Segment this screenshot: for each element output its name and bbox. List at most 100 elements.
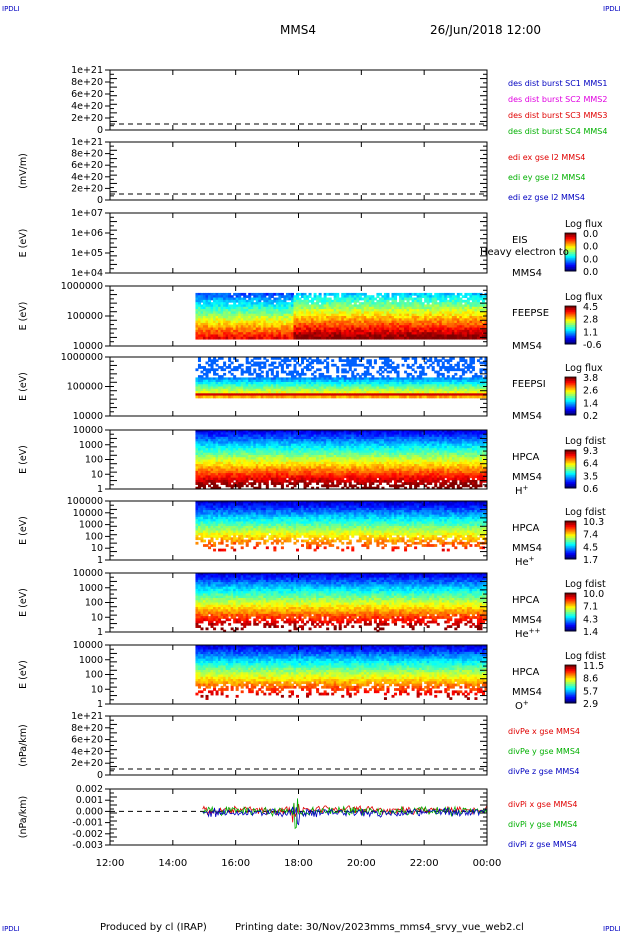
spectrogram-cell <box>346 329 350 333</box>
spectrogram-cell <box>263 386 267 390</box>
spectrogram-cell <box>218 375 222 378</box>
spectrogram-cell <box>202 299 207 303</box>
spectrogram-cell <box>213 332 217 335</box>
spectrogram-cell <box>275 443 279 447</box>
spectrogram-cell <box>394 332 398 335</box>
spectrogram-cell <box>208 334 212 338</box>
spectrogram-cell <box>363 306 367 310</box>
spectrogram-cell <box>434 393 438 397</box>
spectrogram-cell <box>338 309 342 312</box>
spectrogram-cell <box>215 299 219 303</box>
spectrogram-cell <box>260 302 264 305</box>
spectrogram-cell <box>218 432 222 436</box>
spectrogram-cell <box>248 436 252 440</box>
spectrogram-cell <box>476 332 480 335</box>
spectrogram-cell <box>290 297 294 301</box>
spectrogram-cell <box>401 311 405 315</box>
spectrogram-cell <box>399 316 403 319</box>
legend-entry: edi ez gse l2 MMS4 <box>508 193 585 202</box>
spectrogram-cell <box>195 322 199 326</box>
spectrogram-cell <box>275 299 279 303</box>
spectrogram-cell <box>258 432 262 436</box>
spectrogram-cell <box>424 372 428 376</box>
spectrogram-cell <box>233 384 237 387</box>
spectrogram-cell <box>210 336 214 340</box>
spectrogram-cell <box>268 377 272 381</box>
spectrogram-cell <box>441 334 445 338</box>
spectrogram-cell <box>295 372 299 376</box>
spectrogram-cell <box>295 386 299 390</box>
spectrogram-cell <box>348 395 352 399</box>
spectrogram-cell <box>205 466 209 470</box>
spectrogram-cell <box>318 395 322 399</box>
spectrogram-cell <box>205 318 209 322</box>
spectrogram-cell <box>469 370 473 374</box>
spectrogram-cell <box>429 377 433 381</box>
spectrogram-cell <box>195 313 199 317</box>
spectrogram-cell <box>451 322 455 326</box>
spectrogram-cell <box>210 361 214 365</box>
spectrogram-cell <box>469 361 473 365</box>
spectrogram-cell <box>283 441 287 445</box>
spectrogram-cell <box>197 297 201 301</box>
spectrogram-cell <box>253 306 257 310</box>
spectrogram-cell <box>338 334 342 338</box>
spectrogram-cell <box>414 359 418 363</box>
spectrogram-cell <box>233 475 237 479</box>
spectrogram-cell <box>313 377 317 381</box>
spectrogram-cell <box>275 318 279 322</box>
colorbar-frame <box>564 232 577 272</box>
spectrogram-cell <box>197 299 201 303</box>
spectrogram-cell <box>238 306 242 310</box>
spectrogram-cell <box>404 370 408 374</box>
spectrogram-cell <box>210 466 214 470</box>
spectrogram-cell <box>228 384 232 387</box>
spectrogram-cell <box>223 448 227 451</box>
spectrogram-cell <box>270 434 274 438</box>
spectrogram-cell <box>416 377 420 381</box>
spectrogram-cell <box>313 329 317 333</box>
spectrogram-cell <box>381 309 385 312</box>
spectrogram-cell <box>238 320 242 324</box>
spectrogram-cell <box>220 322 224 326</box>
spectrogram-cell <box>258 473 262 476</box>
spectrogram-cell <box>454 381 458 385</box>
spectrogram-cell <box>414 361 418 365</box>
y-tick-label: 8e+20 <box>71 149 103 160</box>
spectrogram-cell <box>333 297 337 301</box>
spectrogram-cell <box>223 295 227 299</box>
spectrogram-cell <box>481 313 485 317</box>
spectrogram-cell <box>263 468 267 472</box>
spectrogram-cell <box>268 473 272 476</box>
spectrogram-cell <box>265 443 269 447</box>
spectrogram-cell <box>338 311 342 315</box>
spectrogram-cell <box>240 327 244 331</box>
spectrogram-cell <box>436 322 440 326</box>
spectrogram-cell <box>228 313 232 317</box>
spectrogram-cell <box>318 332 322 335</box>
spectrogram-cell <box>456 311 460 315</box>
spectrogram-cell <box>426 327 430 331</box>
spectrogram-cell <box>394 368 398 372</box>
spectrogram-cell <box>250 391 254 394</box>
spectrogram-cell <box>270 313 274 317</box>
spectrogram-cell <box>429 306 433 310</box>
spectrogram-cell <box>215 459 219 463</box>
spectrogram-cell <box>283 436 287 440</box>
spectrogram-cell <box>288 304 292 308</box>
spectrogram-cell <box>421 318 425 322</box>
spectrogram-cell <box>449 391 453 394</box>
spectrogram-cell <box>316 381 320 385</box>
spectrogram-cell <box>348 363 352 367</box>
spectrogram-cell <box>301 384 305 387</box>
spectrogram-cell <box>378 336 382 340</box>
spectrogram-cell <box>399 292 403 296</box>
spectrogram-cell <box>396 391 400 394</box>
spectrogram-cell <box>240 468 244 472</box>
spectrogram-cell <box>459 332 463 335</box>
spectrogram-cell <box>238 479 242 483</box>
spectrogram-cell <box>321 322 325 326</box>
spectrogram-cell <box>363 295 367 299</box>
spectrogram-cell <box>313 334 317 338</box>
spectrogram-cell <box>283 459 287 463</box>
